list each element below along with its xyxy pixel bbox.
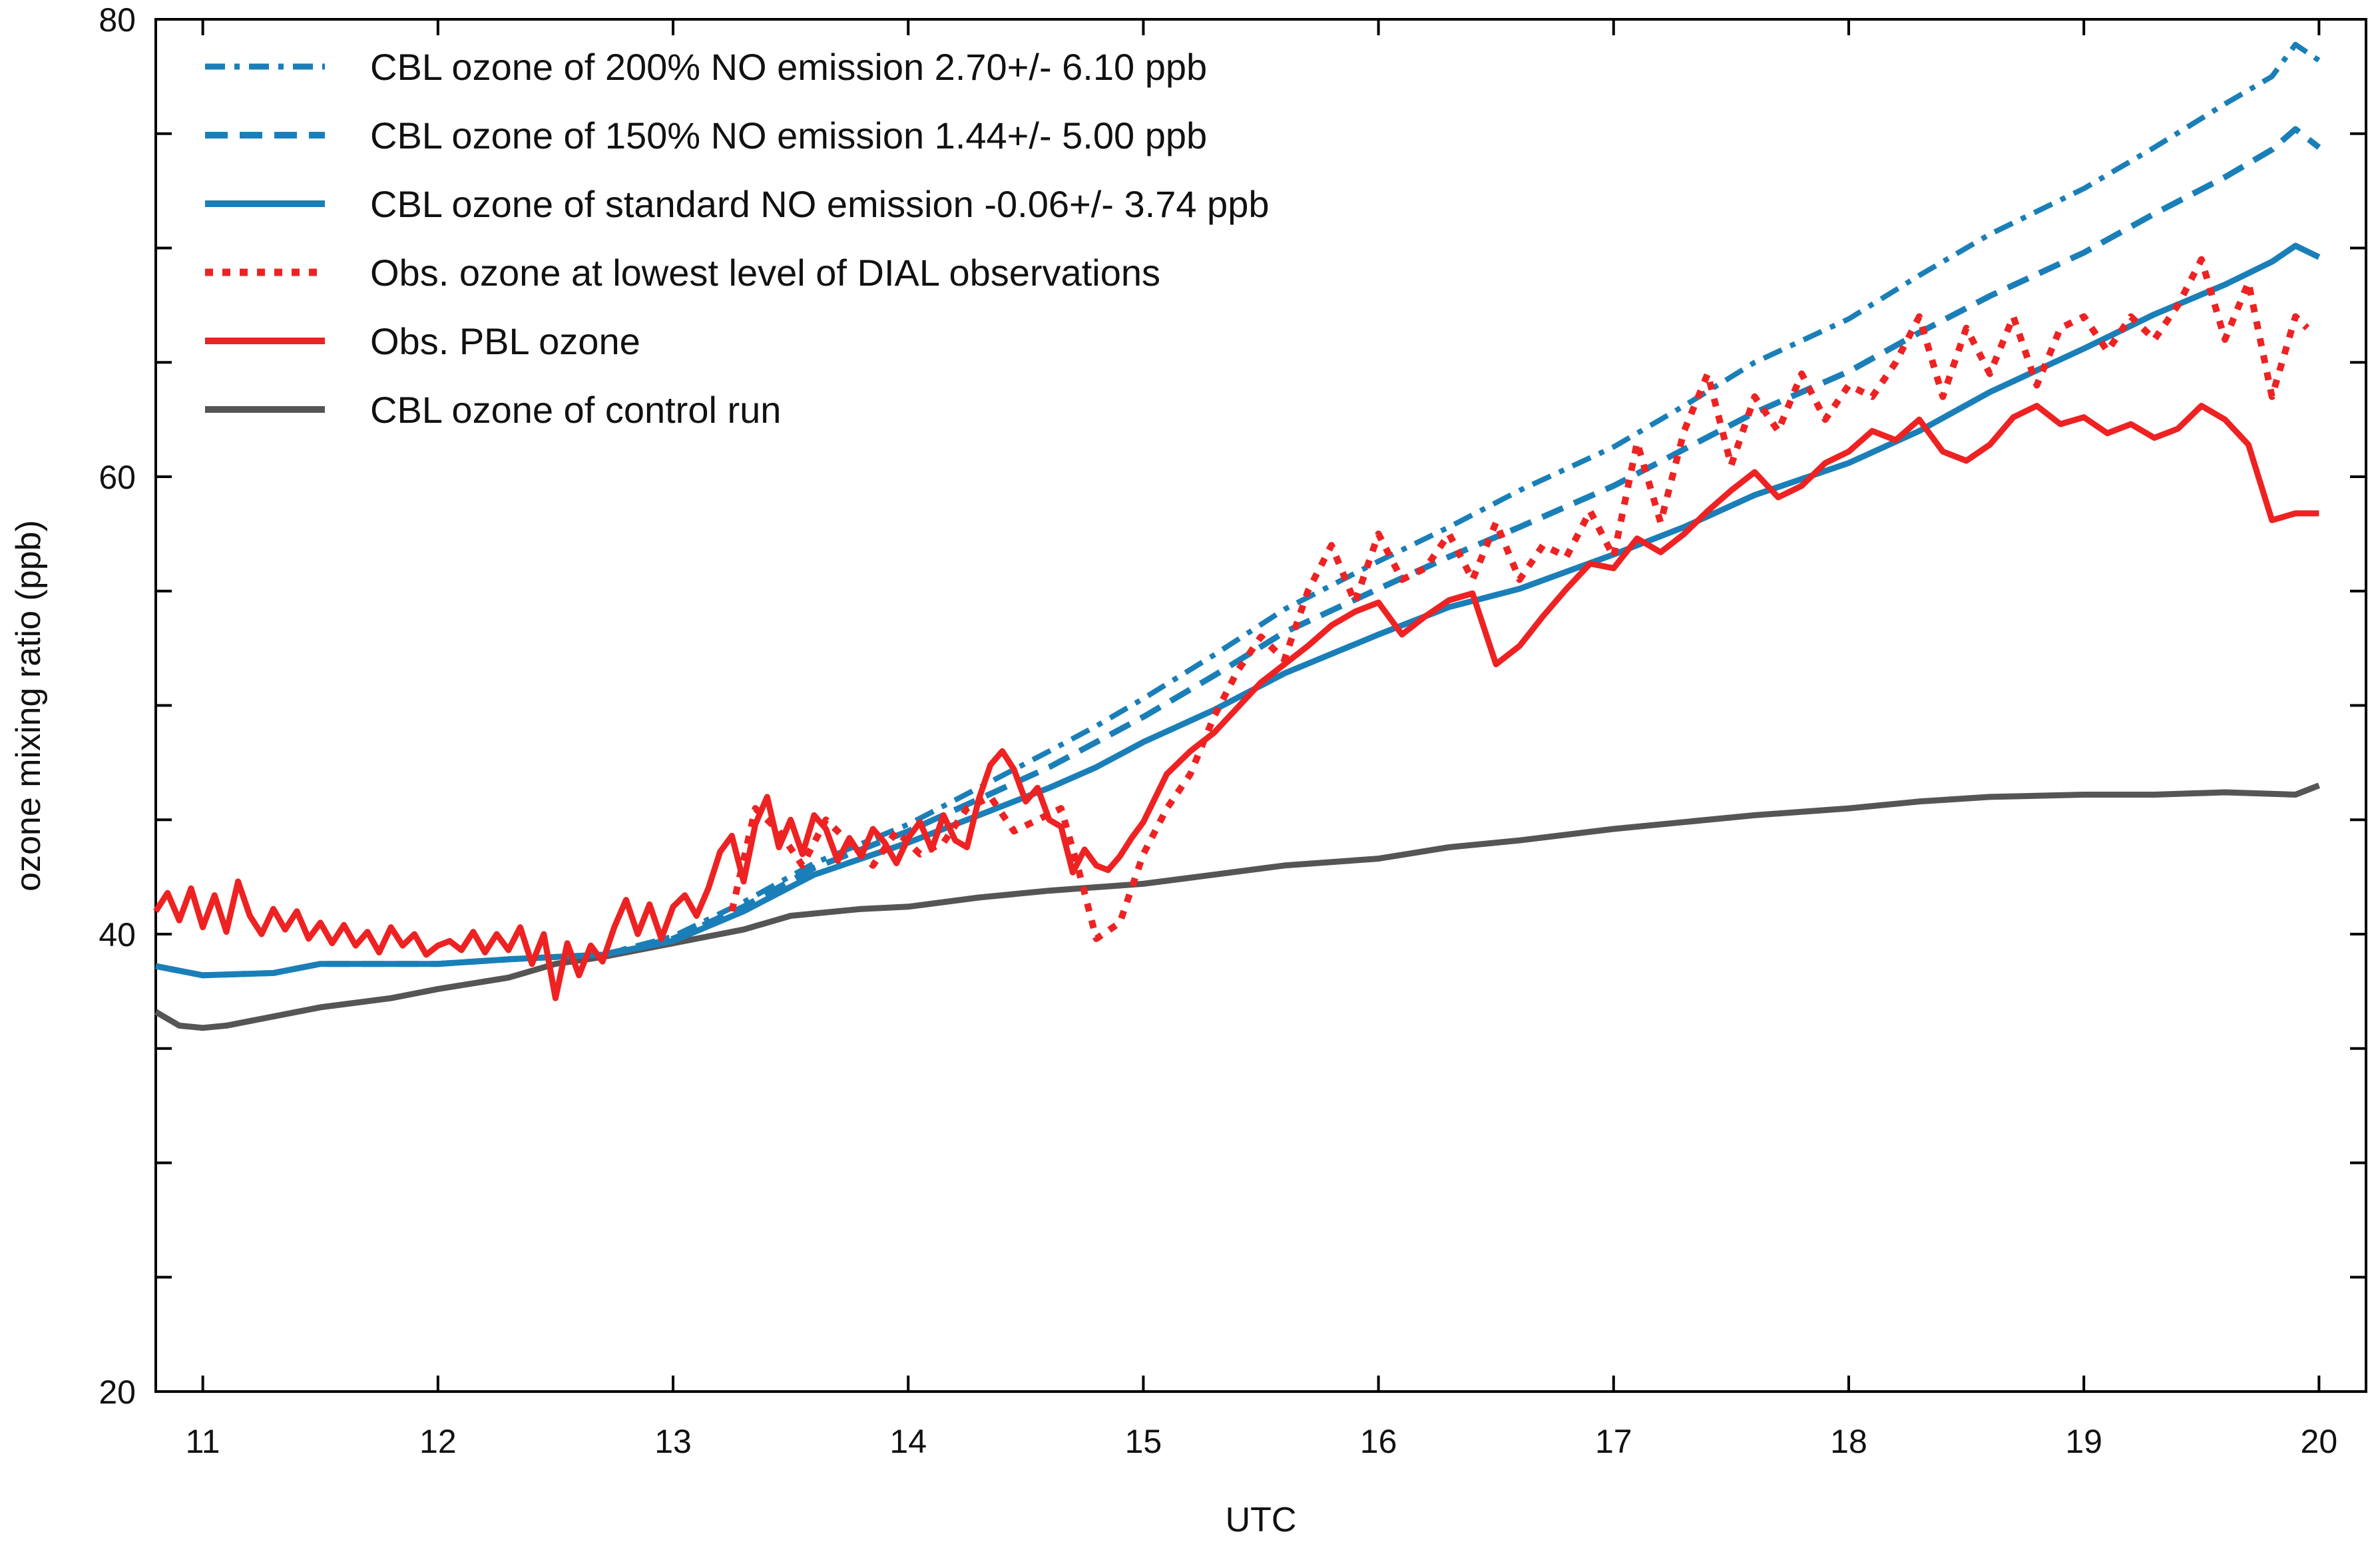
legend-label-4: Obs. PBL ozone [370, 320, 640, 362]
x-tick-label: 12 [419, 1423, 457, 1460]
plot-area [154, 18, 2367, 1393]
legend: CBL ozone of 200% NO emission 2.70+/- 6.… [205, 46, 1269, 431]
series-layer [153, 41, 2321, 1031]
legend-label-1: CBL ozone of 150% NO emission 1.44+/- 5.… [370, 115, 1207, 156]
legend-label-3: Obs. ozone at lowest level of DIAL obser… [370, 252, 1160, 294]
x-tick-label: 18 [1830, 1423, 1867, 1460]
y-tick-label: 20 [99, 1374, 136, 1411]
series-line-5 [154, 782, 2321, 1031]
series-line-0 [155, 41, 2321, 978]
x-tick-label: 13 [654, 1423, 692, 1460]
y-tick-label: 80 [99, 1, 136, 39]
x-tick-label: 16 [1360, 1423, 1397, 1460]
x-axis-label: UTC [1226, 1501, 1297, 1539]
x-tick-label: 17 [1595, 1423, 1632, 1460]
legend-label-2: CBL ozone of standard NO emission -0.06+… [370, 183, 1269, 225]
x-tick-label: 15 [1125, 1423, 1162, 1460]
x-tick-label: 19 [2065, 1423, 2102, 1460]
y-tick-label: 40 [99, 916, 136, 953]
series-line-4 [153, 403, 2319, 1001]
series-line-3 [728, 256, 2310, 942]
x-tick-label: 20 [2301, 1423, 2338, 1460]
legend-label-0: CBL ozone of 200% NO emission 2.70+/- 6.… [370, 46, 1207, 88]
x-tick-label: 11 [186, 1423, 220, 1460]
x-tick-label: 14 [889, 1423, 927, 1460]
tick-labels: 11 12 13 14 15 16 17 18 19 20 20 40 60 80 [99, 1, 2337, 1460]
y-tick-label: 60 [99, 459, 136, 496]
legend-label-5: CBL ozone of control run [370, 389, 781, 431]
y-axis-label: ozone mixing ratio (ppb) [9, 520, 48, 892]
axis-ticks [156, 18, 2366, 1393]
